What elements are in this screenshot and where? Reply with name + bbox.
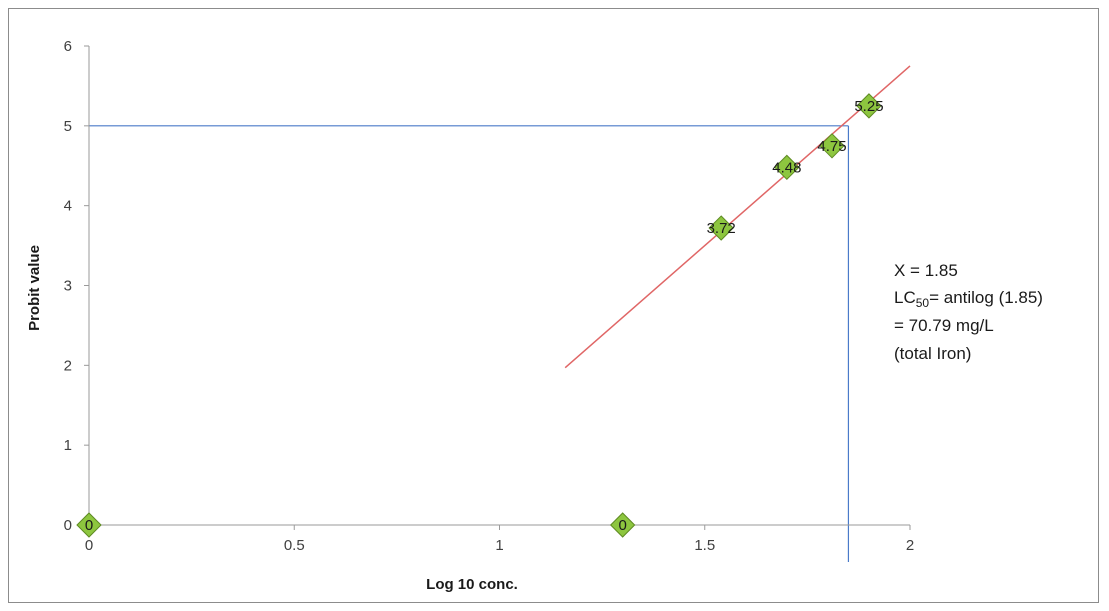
y-tick-label: 3: [64, 278, 72, 295]
y-tick-label: 4: [64, 198, 72, 215]
y-tick-label: 2: [64, 357, 72, 374]
x-tick-label: 1: [495, 537, 503, 554]
data-point-label: 4.75: [817, 138, 846, 155]
data-point-diamond: [708, 215, 734, 241]
y-axis-title: Probit value: [26, 245, 43, 331]
y-tick-label: 6: [64, 38, 72, 55]
chart-area: 0 0.5 1 1.5 2 0 1 2 3 4 5 6 0 0 3.72 4.48 4.75 5.25 Log …: [8, 8, 1099, 603]
data-point-diamond: [856, 93, 882, 119]
data-point-label: 3.72: [707, 220, 736, 237]
linear-trendline: [564, 65, 911, 369]
trendline-group: [564, 65, 911, 369]
data-point-label: 0: [85, 517, 93, 534]
reference-lines: [89, 125, 850, 562]
x-axis-title: Log 10 conc.: [426, 576, 518, 593]
data-point-diamond: [819, 133, 845, 159]
x-tick-label: 0: [85, 537, 93, 554]
data-point-label: 5.25: [854, 98, 883, 115]
x-tick-label: 1.5: [694, 537, 715, 554]
axis-ticks: 0 0.5 1 1.5 2 0 1 2 3 4 5 6: [64, 38, 915, 554]
data-points: [76, 93, 882, 538]
y-tick-label: 5: [64, 118, 72, 135]
annotation-line-3: = 70.79 mg/L: [894, 316, 994, 335]
annotation-lc-subscript: 50: [916, 296, 930, 310]
annotation-line-4: (total Iron): [894, 344, 971, 363]
annotation-line-2: LC50= antilog (1.85): [894, 288, 1043, 310]
data-point-label: 0: [618, 517, 626, 534]
x-tick-label: 2: [906, 537, 914, 554]
x-tick-label: 0.5: [284, 537, 305, 554]
data-labels: 0 0 3.72 4.48 4.75 5.25: [85, 98, 884, 534]
y-tick-label: 1: [64, 437, 72, 454]
annotation-line-1: X = 1.85: [894, 261, 958, 280]
data-point-label: 4.48: [772, 159, 801, 176]
lc50-annotation: X = 1.85 LC50= antilog (1.85) = 70.79 mg…: [894, 261, 1043, 363]
annotation-lc-prefix: LC: [894, 288, 916, 307]
y-tick-label: 0: [64, 517, 72, 534]
data-point-diamond: [76, 512, 102, 538]
data-point-diamond: [774, 154, 800, 181]
axes: [88, 46, 910, 526]
annotation-lc-suffix: = antilog (1.85): [929, 288, 1043, 307]
data-point-diamond: [609, 512, 636, 538]
